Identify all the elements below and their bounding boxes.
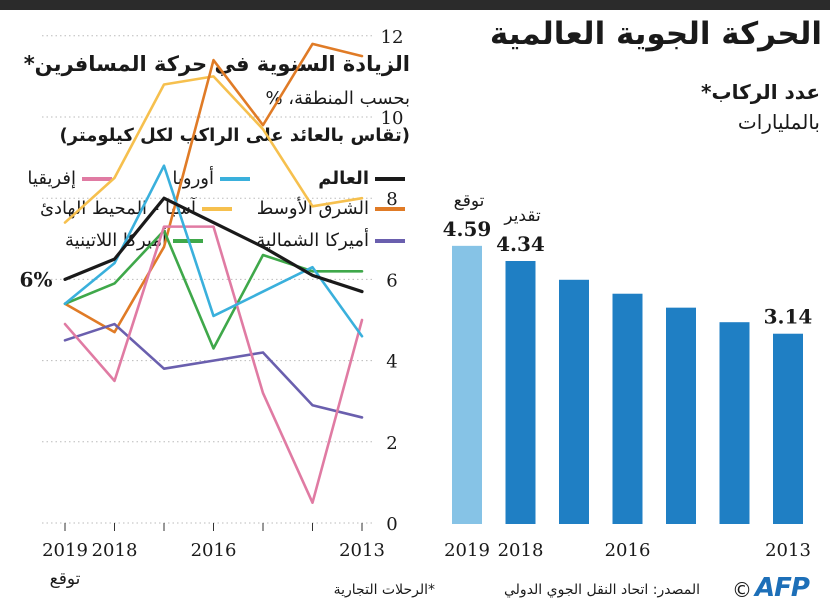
page-title: الحركة الجوية العالمية xyxy=(489,16,822,52)
legend-item-asia-pacific: آسيا - المحيط الهادئ xyxy=(40,198,232,219)
legend-item-world: العالم xyxy=(318,168,405,189)
legend-item-middle-east: الشرق الأوسط xyxy=(257,198,405,219)
series-line-asia-pacific xyxy=(63,75,364,224)
line-x-tick-2013: 2013 xyxy=(339,540,385,561)
legend-item-north-america: أميركا الشمالية xyxy=(256,230,405,251)
reference-label: 6% xyxy=(20,267,53,291)
line-x-tick-2016: 2016 xyxy=(191,540,237,561)
series-line-latin-america xyxy=(63,229,364,350)
footer-note: *الرحلات التجارية xyxy=(333,582,435,598)
bar-2016 xyxy=(612,293,643,524)
legend-swatch-europe xyxy=(220,176,250,181)
legend-label-north-america: أميركا الشمالية xyxy=(256,230,369,251)
series-line-world xyxy=(63,196,364,294)
bar-2018 xyxy=(505,260,536,524)
legend-label-world: العالم xyxy=(318,168,369,189)
y-tick-2: 2 xyxy=(386,433,397,454)
bar-x-tick-2018: 2018 xyxy=(498,540,544,561)
bar-x-tick-2013: 2013 xyxy=(765,540,811,561)
bar-2013 xyxy=(773,333,803,524)
legend-label-africa: إفريقيا xyxy=(27,168,76,189)
bar-chart-unit: بالمليارات xyxy=(737,110,820,134)
y-tick-0: 0 xyxy=(386,514,397,535)
bar-2015 xyxy=(666,307,696,524)
legend-swatch-middle-east xyxy=(375,206,405,211)
legend-swatch-africa xyxy=(82,176,112,181)
line-chart-note: (تقاس بالعائد على الراكب لكل كيلومتر) xyxy=(59,125,410,146)
y-tick-10: 10 xyxy=(381,108,404,129)
y-tick-6: 6 xyxy=(386,270,397,291)
afp-logo: AFP xyxy=(755,573,810,603)
line-x-tick-2019: 2019 xyxy=(42,540,88,561)
bar-annotation-2018: تقدير xyxy=(503,206,541,226)
line-x-extra-label: توقع xyxy=(50,569,81,589)
bar-value-label-2018: 4.34 xyxy=(496,232,545,256)
legend-label-middle-east: الشرق الأوسط xyxy=(256,198,369,219)
legend-label-latin-america: أميركا اللاتينية xyxy=(65,230,167,251)
line-chart xyxy=(63,42,364,505)
y-tick-8: 8 xyxy=(386,189,397,210)
series-line-north-america xyxy=(63,322,364,419)
line-x-tick-2018: 2018 xyxy=(92,540,138,561)
bar-x-tick-2016: 2016 xyxy=(605,540,651,561)
y-tick-12: 12 xyxy=(381,27,404,48)
line-chart-subtitle: بحسب المنطقة، % xyxy=(265,88,410,109)
bar-2019 xyxy=(452,245,482,524)
series-line-africa xyxy=(63,225,364,505)
bar-annotation-2019: توقع xyxy=(454,191,485,211)
series-line-middle-east xyxy=(63,42,364,334)
legend-swatch-world xyxy=(375,176,405,181)
y-tick-4: 4 xyxy=(386,352,397,373)
bar-value-label-2013: 3.14 xyxy=(764,305,813,329)
bar-2017 xyxy=(559,279,589,524)
bar-chart-subtitle: عدد الركاب* xyxy=(701,80,820,104)
bar-2014 xyxy=(719,322,750,524)
top-bar xyxy=(0,0,830,10)
bar-x-tick-2019: 2019 xyxy=(444,540,490,561)
series-line-europe xyxy=(63,164,364,338)
legend-swatch-north-america xyxy=(375,238,405,243)
legend-swatch-asia-pacific xyxy=(202,206,232,211)
legend-label-asia-pacific: آسيا - المحيط الهادئ xyxy=(39,198,196,219)
bar-value-label-2019: 4.59 xyxy=(443,217,492,241)
bar-chart: 3.14 2013 2016 4.34 تقدير 2018 4.59 توقع 2019 xyxy=(443,191,813,561)
legend-item-africa: إفريقيا xyxy=(27,168,112,189)
footer-source: المصدر: اتحاد النقل الجوي الدولي xyxy=(504,582,700,598)
copyright-icon: © xyxy=(732,578,752,602)
